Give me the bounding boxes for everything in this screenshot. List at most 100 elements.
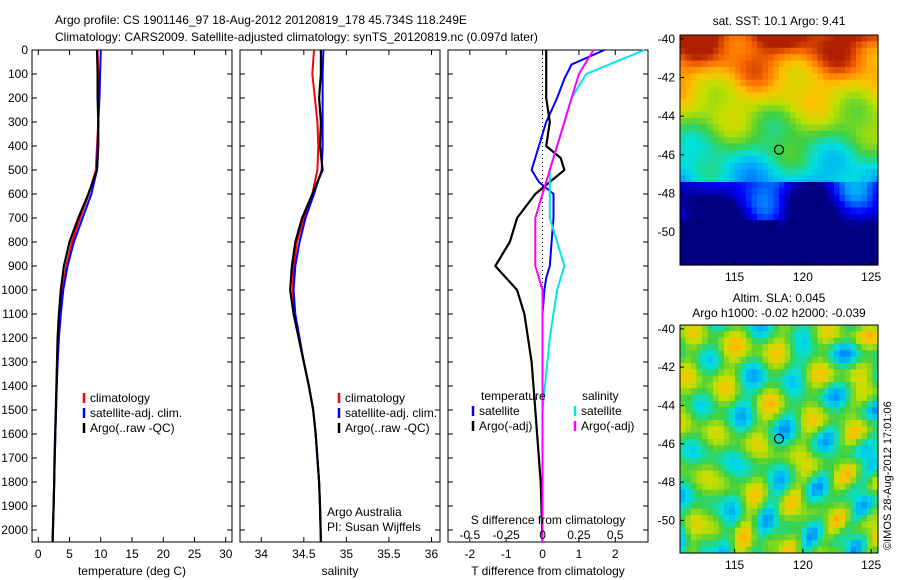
- map-cell: [735, 98, 742, 106]
- map-cell: [817, 66, 824, 74]
- map-cell: [784, 508, 791, 516]
- map-cell: [746, 407, 753, 415]
- map-cell: [746, 445, 753, 453]
- map-y-tick-label: -44: [658, 109, 676, 123]
- map-cell: [751, 130, 758, 138]
- map-cell: [806, 515, 813, 522]
- map-cell: [845, 527, 852, 535]
- map-cell: [872, 470, 879, 478]
- map-cell: [790, 105, 797, 113]
- map-cell: [867, 181, 874, 189]
- map-cell: [702, 124, 709, 132]
- map-cell: [872, 413, 879, 421]
- map-cell: [845, 325, 852, 332]
- map-cell: [696, 220, 703, 228]
- map-cell: [801, 66, 808, 74]
- map-cell: [718, 337, 725, 345]
- map-cell: [685, 233, 692, 241]
- map-cell: [784, 394, 791, 402]
- map-cell: [718, 150, 725, 157]
- map-cell: [729, 213, 736, 221]
- map-cell: [779, 143, 786, 151]
- map-cell: [713, 439, 720, 446]
- map-cell: [867, 143, 874, 151]
- map-cell: [817, 451, 824, 459]
- map-cell: [856, 73, 863, 81]
- map-y-tick-label: -44: [658, 398, 676, 412]
- map-cell: [768, 73, 775, 81]
- map-cell: [768, 137, 775, 145]
- map-cell: [850, 105, 857, 113]
- map-cell: [768, 432, 775, 440]
- map-cell: [773, 470, 780, 478]
- map-cell: [850, 137, 857, 145]
- map-cell: [861, 458, 868, 465]
- map-cell: [713, 162, 720, 170]
- map-cell: [680, 413, 687, 421]
- map-cell: [696, 226, 703, 234]
- map-cell: [713, 369, 720, 377]
- map-cell: [872, 175, 879, 183]
- map-cell: [735, 344, 742, 351]
- map-cell: [735, 337, 742, 345]
- map-cell: [740, 325, 747, 332]
- map-cell: [702, 515, 709, 522]
- map-cell: [762, 489, 769, 497]
- map-cell: [839, 363, 846, 370]
- map-cell: [773, 124, 780, 132]
- map-cell: [713, 239, 720, 247]
- map-cell: [773, 337, 780, 345]
- map-cell: [702, 105, 709, 113]
- map-cell: [746, 489, 753, 497]
- map-cell: [773, 233, 780, 241]
- map-cell: [729, 401, 736, 408]
- map-cell: [751, 220, 758, 228]
- map-cell: [779, 169, 786, 177]
- map-cell: [691, 546, 698, 554]
- map-cell: [735, 92, 742, 100]
- map-cell: [746, 137, 753, 145]
- map-cell: [828, 258, 835, 266]
- map-cell: [773, 515, 780, 522]
- map-cell: [795, 407, 802, 415]
- map-cell: [806, 194, 813, 202]
- map-cell: [702, 79, 709, 87]
- map-cell: [806, 432, 813, 440]
- map-cell: [680, 502, 687, 510]
- map-cell: [680, 439, 687, 446]
- map-cell: [861, 194, 868, 202]
- map-cell: [806, 79, 813, 87]
- map-cell: [872, 92, 879, 100]
- map-cell: [762, 363, 769, 370]
- map-cell: [696, 98, 703, 106]
- map-cell: [839, 382, 846, 389]
- y-tick-label: 300: [8, 115, 28, 129]
- map-cell: [768, 363, 775, 370]
- map-cell: [790, 375, 797, 383]
- map-cell: [867, 201, 874, 209]
- map-cell: [735, 60, 742, 68]
- map-cell: [702, 60, 709, 68]
- map-cell: [823, 489, 830, 497]
- map-cell: [861, 451, 868, 459]
- map-cell: [795, 515, 802, 522]
- map-cell: [724, 73, 731, 81]
- map-cell: [828, 350, 835, 358]
- map-cell: [806, 188, 813, 196]
- map-cell: [773, 464, 780, 472]
- map-cell: [790, 124, 797, 132]
- map-cell: [784, 194, 791, 202]
- map-cell: [773, 540, 780, 548]
- map-cell: [828, 546, 835, 554]
- map-cell: [702, 382, 709, 389]
- map-cell: [779, 496, 786, 503]
- map-cell: [861, 382, 868, 389]
- map-cell: [850, 181, 857, 189]
- map-cell: [867, 464, 874, 472]
- map-cell: [691, 502, 698, 510]
- map-cell: [845, 150, 852, 157]
- map-cell: [784, 407, 791, 415]
- map-cell: [784, 382, 791, 389]
